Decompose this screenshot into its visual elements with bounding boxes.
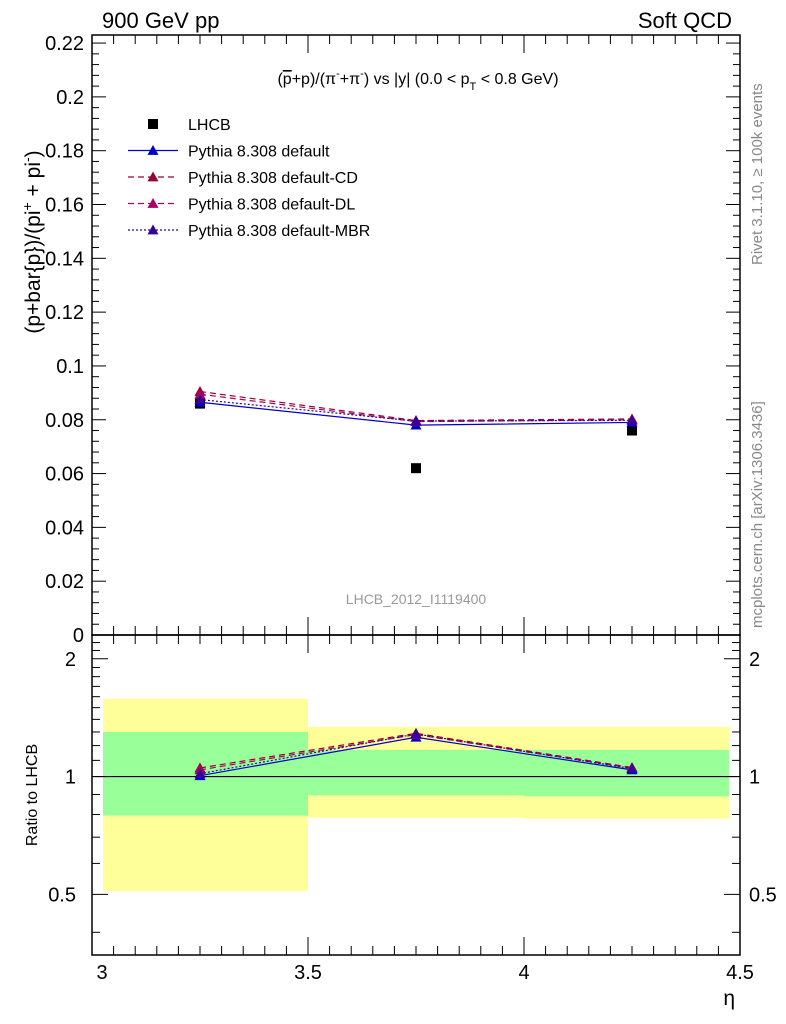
main-y-tick-label: 0.1 <box>56 356 84 378</box>
x-axis-label: η <box>723 987 735 1010</box>
main-y-tick-label: 0.02 <box>45 571 84 593</box>
pbar: p <box>283 71 292 88</box>
legend-marker <box>148 119 158 129</box>
ratio-bands <box>103 698 729 892</box>
ratio-y-tick-label: 2 <box>65 649 76 671</box>
main-panel: 0 0.02 0.04 0.06 0.08 0.1 0.12 0.14 0.16 0.18 0.2 0… <box>19 33 741 647</box>
ratio-line <box>199 733 633 775</box>
analysis-watermark: LHCB_2012_I1119400 <box>346 591 487 607</box>
x-tick-label: 4.5 <box>726 962 754 984</box>
mc-point <box>410 415 422 426</box>
main-y-tick-label: 0.08 <box>45 410 84 432</box>
main-y-tick-label: 0.2 <box>56 87 84 109</box>
ratio-series-3 <box>194 728 638 779</box>
main-y-tick-label: 0.18 <box>45 141 84 163</box>
ratio-frame <box>91 634 741 956</box>
ratio-y-tick-label-right: 2 <box>749 649 760 671</box>
mc-point <box>194 394 206 404</box>
ratio-y-tick-label-right: 1 <box>749 767 760 789</box>
ratio-point <box>194 768 206 779</box>
legend-label: Pythia 8.308 default-CD <box>188 170 358 187</box>
series-4 <box>194 394 638 426</box>
mc-point <box>194 388 206 399</box>
x-tick-label: 3 <box>96 962 107 984</box>
mcplots-label: mcplots.cern.ch [arXiv:1306.3436] <box>749 401 766 628</box>
legend-label: Pythia 8.308 default <box>188 144 330 161</box>
main-y-ticks: 0 0.02 0.04 0.06 0.08 0.1 0.12 0.14 0.16 0.18 0.2 0… <box>45 33 741 647</box>
main-y-tick-label: 0.22 <box>45 33 84 55</box>
legend-marker <box>147 171 159 182</box>
legend-label: Pythia 8.308 default-DL <box>188 197 355 214</box>
x-tick-label: 4 <box>518 962 529 984</box>
x-tick-label: 3.5 <box>294 962 322 984</box>
legend: LHCB Pythia 8.308 default Pythia 8.308 def… <box>128 117 370 240</box>
ratio-y-tick-label-right: 0.5 <box>749 884 777 906</box>
uncertainty-band-inner <box>103 731 308 816</box>
ratio-panel: 0.5 0.5 1 1 2 2 3 3.5 4 4.5 Ratio to LHCB η <box>24 634 777 1010</box>
ratio-y-tick-label: 0.5 <box>48 884 76 906</box>
energy-label: 900 GeV pp <box>102 8 219 33</box>
main-title: (p+p)/(π-+π-) vs |y| (0.0 < pT < 0.8 GeV… <box>277 68 558 93</box>
legend-marker <box>147 224 159 235</box>
legend-marker <box>147 198 159 208</box>
process-label: Soft QCD <box>638 8 732 33</box>
main-y-tick-label: 0.04 <box>45 517 84 539</box>
main-y-tick-label: 0 <box>73 625 84 647</box>
ratio-series <box>194 727 638 781</box>
main-y-label: (p+bar{p})/(pi+ + pi-) <box>19 150 45 333</box>
main-y-tick-label: 0.12 <box>45 302 84 324</box>
main-series <box>194 386 638 474</box>
legend-label: LHCB <box>188 117 231 134</box>
rivet-label: Rivet 3.1.10, ≥ 100k events <box>749 83 766 265</box>
ratio-line <box>199 732 633 769</box>
data-point <box>411 463 421 474</box>
data-point <box>627 425 637 436</box>
legend-label: Pythia 8.308 default-MBR <box>188 223 370 240</box>
legend-marker <box>147 145 159 155</box>
main-y-tick-label: 0.14 <box>45 248 84 270</box>
uncertainty-band-inner <box>524 749 729 797</box>
main-y-tick-label: 0.06 <box>45 464 84 486</box>
ratio-point <box>626 763 638 773</box>
ratio-y-tick-label: 1 <box>65 767 76 789</box>
uncertainty-band-inner <box>308 749 524 796</box>
series-line <box>199 390 633 422</box>
mc-point <box>626 414 638 425</box>
ratio-ticks: 0.5 0.5 1 1 2 2 3 3.5 4 4.5 <box>48 635 777 984</box>
ratio-y-label: Ratio to LHCB <box>24 744 41 846</box>
main-y-tick-label: 0.16 <box>45 195 84 217</box>
series-0 <box>195 398 637 474</box>
ratio-point <box>410 728 422 739</box>
